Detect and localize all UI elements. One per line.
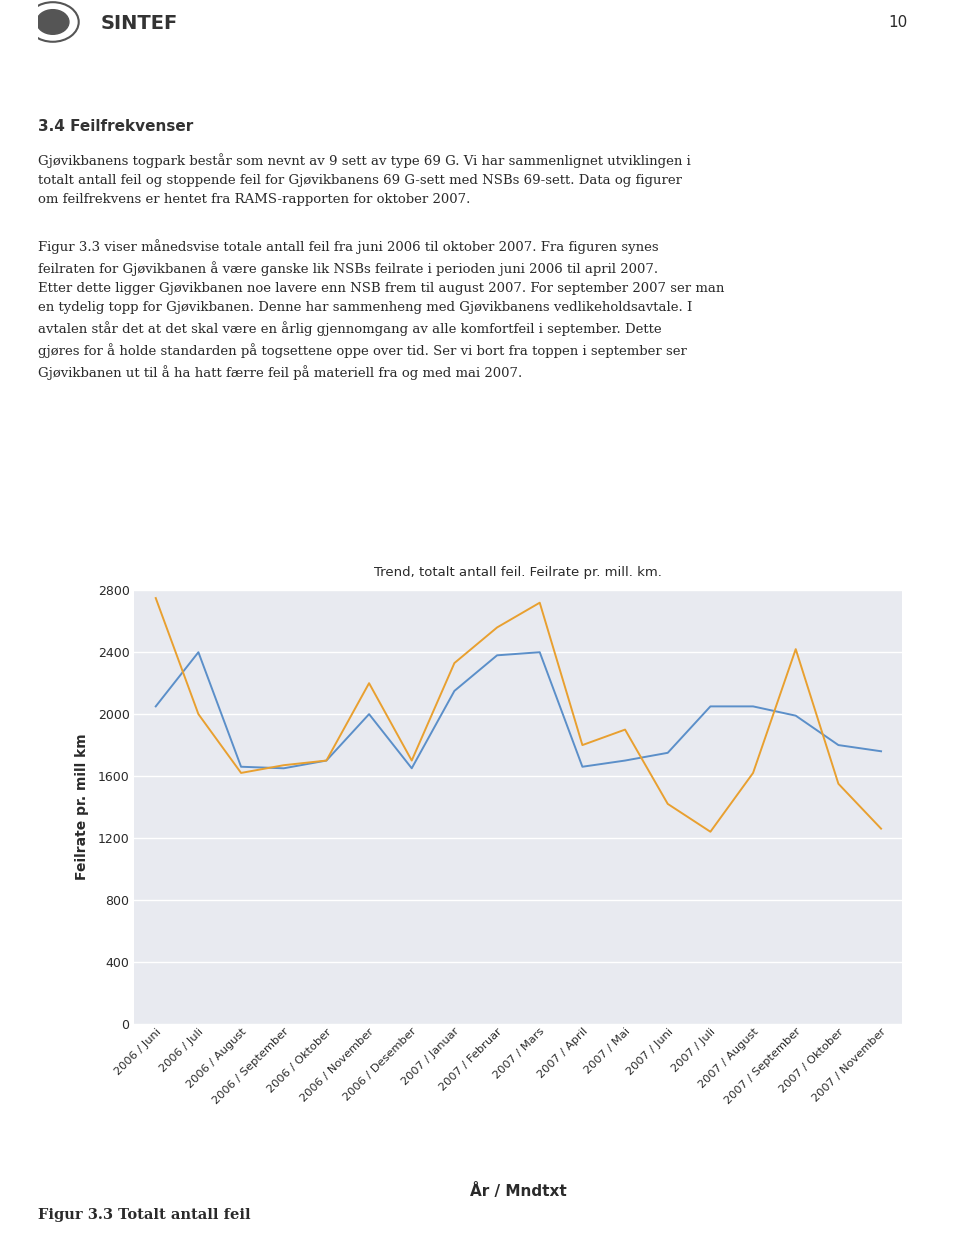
Type69 <box>577 759 588 774</box>
Type69 <box>832 737 844 752</box>
TYPE69G <box>278 757 290 772</box>
Line: Type69: Type69 <box>156 652 881 769</box>
TYPE69G <box>235 765 247 780</box>
Type69 <box>747 698 758 713</box>
TYPE69G <box>448 656 460 671</box>
Type69 <box>662 745 674 760</box>
Title: Trend, totalt antall feil. Feilrate pr. mill. km.: Trend, totalt antall feil. Feilrate pr. … <box>374 566 662 579</box>
TYPE69G <box>150 590 161 605</box>
Circle shape <box>36 10 69 34</box>
Type69 <box>705 698 716 713</box>
TYPE69G <box>876 821 887 836</box>
X-axis label: År / Mndtxt: År / Mndtxt <box>470 1183 566 1198</box>
Text: Figur 3.3 viser månedsvise totale antall feil fra juni 2006 til oktober 2007. Fr: Figur 3.3 viser månedsvise totale antall… <box>38 239 725 379</box>
Type69 <box>363 707 374 722</box>
Text: Gjøvikbanens togpark består som nevnt av 9 sett av type 69 G. Vi har sammenligne: Gjøvikbanens togpark består som nevnt av… <box>38 153 691 206</box>
Type69 <box>492 648 503 663</box>
TYPE69G <box>832 776 844 791</box>
Type69 <box>193 644 204 659</box>
TYPE69G <box>577 737 588 752</box>
Type69 <box>406 761 418 776</box>
Type69 <box>534 644 545 659</box>
TYPE69G <box>321 754 332 769</box>
TYPE69G <box>534 595 545 610</box>
Type69 <box>619 754 631 769</box>
Type69 <box>321 754 332 769</box>
TYPE69G <box>193 707 204 722</box>
Y-axis label: Feilrate pr. mill km: Feilrate pr. mill km <box>75 734 89 880</box>
Type69 <box>790 708 802 723</box>
Type69 <box>876 744 887 759</box>
Text: 10: 10 <box>888 15 907 30</box>
Text: SINTEF: SINTEF <box>101 14 178 33</box>
TYPE69G <box>492 620 503 636</box>
TYPE69G <box>406 754 418 769</box>
TYPE69G <box>790 642 802 657</box>
Line: TYPE69G: TYPE69G <box>156 598 881 831</box>
Type69 <box>448 683 460 698</box>
Type69 <box>150 698 161 713</box>
Text: 3.4 Feilfrekvenser: 3.4 Feilfrekvenser <box>38 119 194 134</box>
Type69 <box>235 759 247 774</box>
TYPE69G <box>705 824 716 839</box>
TYPE69G <box>363 676 374 691</box>
TYPE69G <box>747 765 758 780</box>
TYPE69G <box>619 722 631 737</box>
TYPE69G <box>662 796 674 811</box>
Type69 <box>278 761 290 776</box>
Text: Figur 3.3 Totalt antall feil: Figur 3.3 Totalt antall feil <box>38 1208 251 1222</box>
